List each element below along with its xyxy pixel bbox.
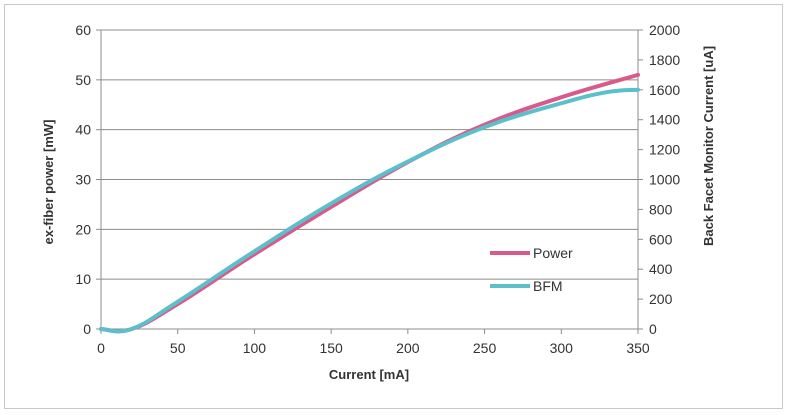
gridlines [96, 29, 643, 334]
y-tick-label: 30 [75, 172, 91, 188]
x-tick-label: 100 [243, 340, 267, 356]
y2-tick-label: 1600 [649, 82, 680, 98]
x-tick-label: 250 [473, 340, 497, 356]
y2-tick-label: 1400 [649, 112, 680, 128]
legend-label-power: Power [533, 245, 573, 261]
x-tick-label: 300 [550, 340, 574, 356]
axis-titles: Current [mA] ex-fiber power [mW] Back Fa… [41, 46, 716, 382]
x-tick-label: 150 [319, 340, 343, 356]
legend: Power BFM [490, 245, 573, 294]
y-axis-title-right: Back Facet Monitor Current [uA] [701, 46, 716, 246]
y2-tick-label: 1000 [649, 172, 680, 188]
y2-tick-label: 0 [649, 321, 657, 337]
y2-tick-label: 400 [649, 261, 673, 277]
y2-tick-label: 1200 [649, 142, 680, 158]
y-tick-label: 50 [75, 72, 91, 88]
y-tick-label: 40 [75, 122, 91, 138]
x-tick-label: 50 [170, 340, 186, 356]
legend-label-bfm: BFM [533, 278, 563, 294]
y2-tick-label: 600 [649, 231, 673, 247]
y-tick-label: 20 [75, 221, 91, 237]
y2-tick-label: 200 [649, 291, 673, 307]
y-axis-title-left: ex-fiber power [mW] [41, 120, 56, 245]
x-tick-label: 0 [97, 340, 105, 356]
y2-tick-label: 2000 [649, 22, 680, 38]
series-lines [99, 72, 640, 334]
y-tick-label: 0 [83, 321, 91, 337]
tick-labels: 0102030405060020040060080010001200140016… [75, 22, 680, 356]
y2-tick-label: 1800 [649, 52, 680, 68]
y-tick-label: 60 [75, 22, 91, 38]
series-line-bfm [99, 87, 640, 334]
x-tick-label: 200 [396, 340, 420, 356]
x-axis-title: Current [mA] [329, 367, 409, 382]
y-tick-label: 10 [75, 271, 91, 287]
y2-tick-label: 800 [649, 201, 673, 217]
chart-frame [4, 4, 783, 409]
x-tick-label: 350 [626, 340, 650, 356]
